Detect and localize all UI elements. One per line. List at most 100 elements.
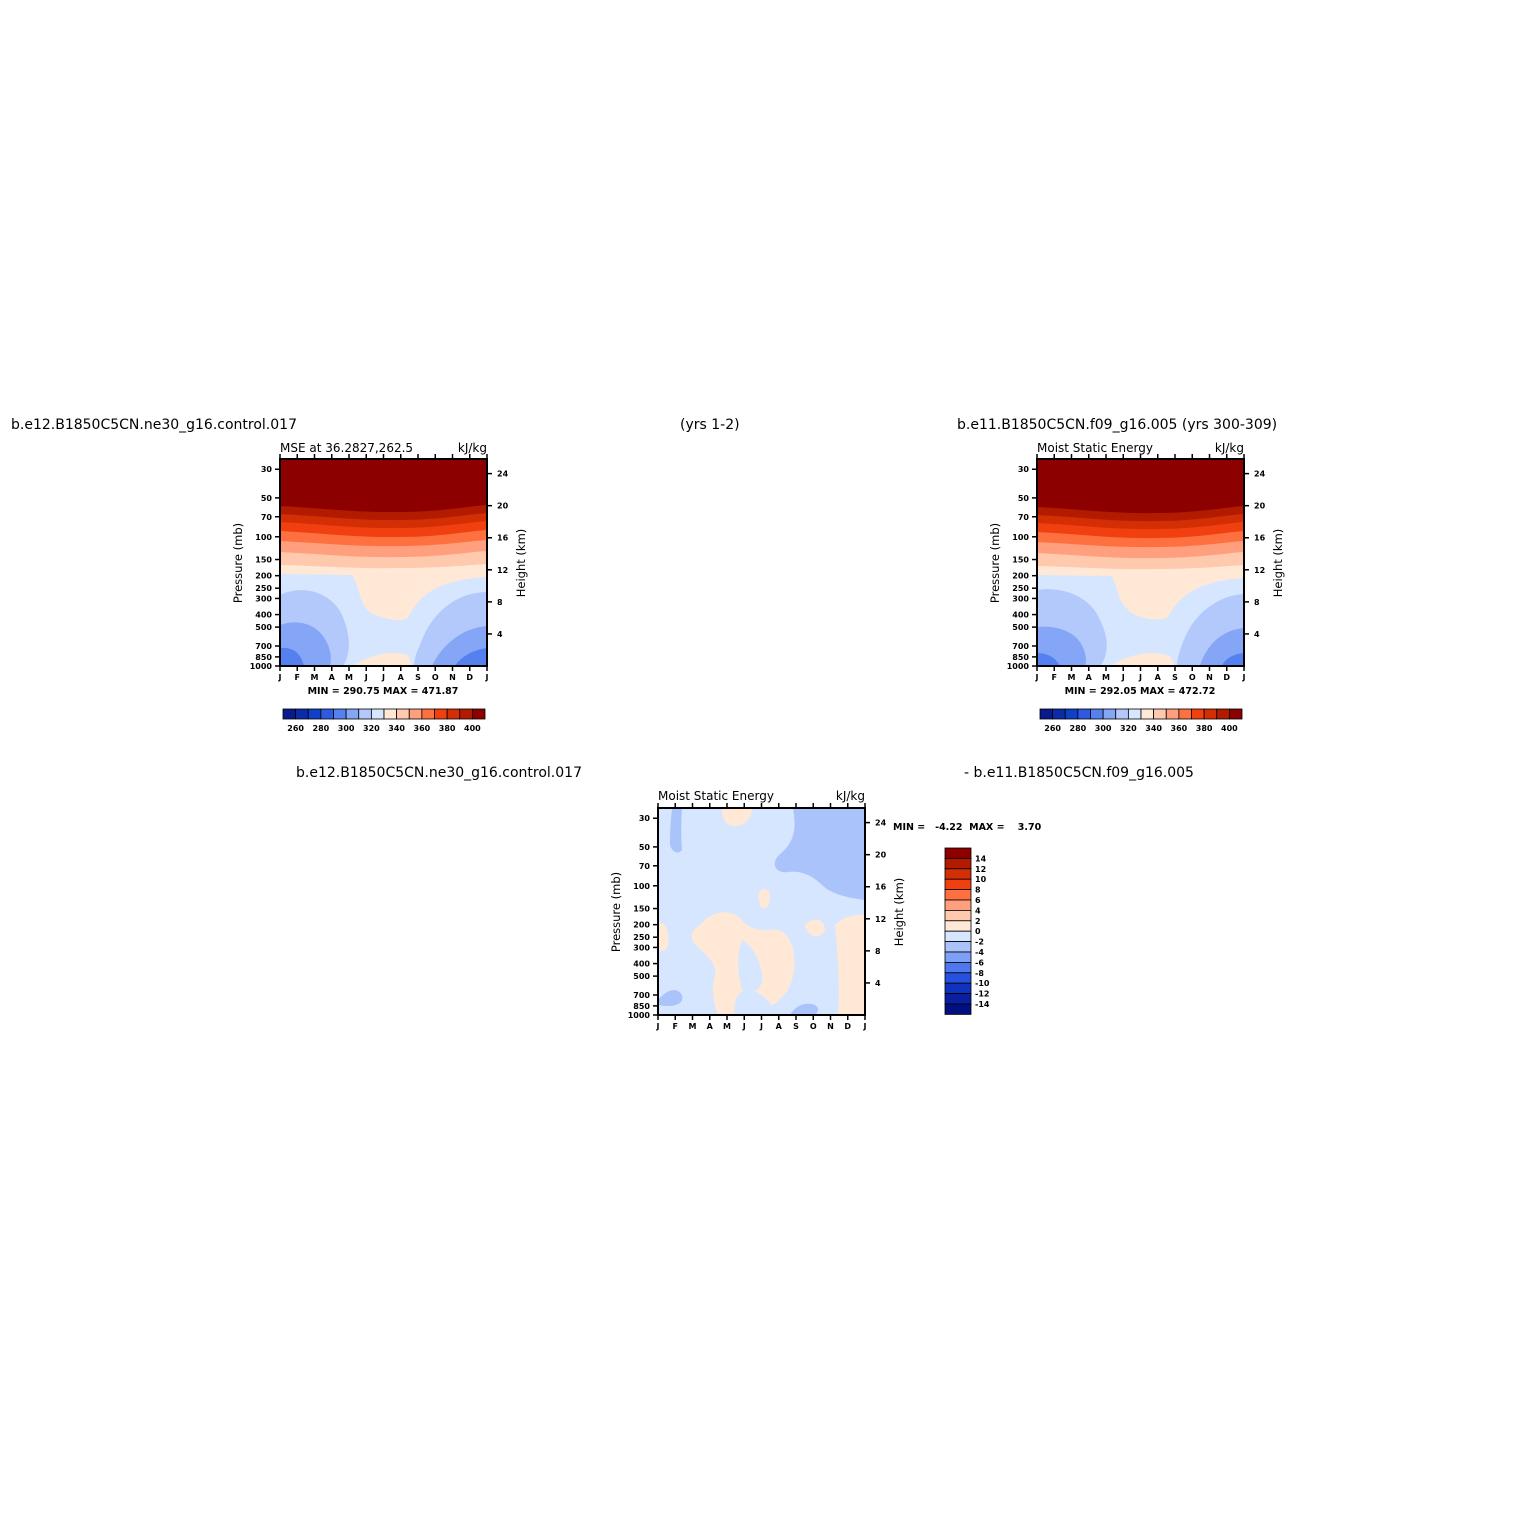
colorbar-label: -4 (975, 948, 984, 957)
colorbar-swatch (944, 910, 972, 922)
panel-2-units: kJ/kg (1215, 441, 1244, 455)
colorbar-swatch (1178, 708, 1192, 720)
colorbar-swatch (944, 951, 972, 963)
x-tick-label: A (398, 673, 405, 682)
x-tick-label: J (278, 673, 282, 682)
y-tick-label: 50 (1018, 494, 1030, 503)
x-tick-label: A (329, 673, 336, 682)
x-tick-label: J (742, 1022, 746, 1031)
colorbar-swatch (282, 708, 297, 720)
colorbar-label: -14 (975, 1000, 990, 1009)
x-tick-label: F (1052, 673, 1057, 682)
colorbar-swatch (944, 899, 972, 911)
y-tick-label: 50 (639, 843, 651, 852)
contour-band (658, 923, 669, 951)
colorbar-swatch (1115, 708, 1129, 720)
y-tick-label: 400 (255, 611, 272, 620)
panel-1-colorbar: 260 280 300 320 340 360 380 400 (282, 708, 486, 733)
panel-3-axes: J F M A M J J A S O N D J305070100150200250300400500… (628, 803, 887, 1031)
x-tick-label: M (689, 1022, 697, 1031)
contour-band (835, 914, 865, 1015)
x-tick-label: S (415, 673, 421, 682)
colorbar-swatch (345, 708, 360, 720)
colorbar-swatch (944, 962, 972, 974)
y-tick-label: 850 (1012, 653, 1029, 662)
x-tick-label: J (1121, 673, 1125, 682)
contour-band (352, 653, 412, 666)
y-tick-label: 500 (633, 972, 650, 981)
x-tick-label: F (295, 673, 300, 682)
x-tick-label: J (656, 1022, 660, 1031)
x-tick-label: J (1035, 673, 1039, 682)
x-tick-label: S (1172, 673, 1178, 682)
y-tick-label: 250 (633, 933, 650, 942)
y-tick-label: 150 (633, 905, 650, 914)
height-tick-label: 4 (1254, 630, 1260, 639)
y-tick-label: 30 (261, 465, 273, 474)
panel-1-ylabel: Pressure (mb) (231, 523, 245, 603)
colorbar-label: 280 (1070, 724, 1087, 733)
colorbar-label: 300 (1095, 724, 1112, 733)
colorbar-swatch (1140, 708, 1155, 720)
x-tick-label: O (432, 673, 439, 682)
colorbar-swatch (1216, 708, 1230, 720)
colorbar-swatch (370, 708, 385, 720)
colorbar-swatch (1153, 708, 1167, 720)
panel-2-field (1037, 459, 1244, 666)
y-tick-label: 1000 (628, 1011, 651, 1020)
colorbar-swatch (944, 847, 972, 859)
colorbar-label: -10 (975, 979, 990, 988)
colorbar-label: 360 (1171, 724, 1188, 733)
colorbar-swatch (434, 708, 448, 720)
x-tick-label: J (759, 1022, 763, 1031)
x-tick-label: F (673, 1022, 678, 1031)
panel-2-axes: J F M A M J J A S O N D J305070100150200250300400500… (1007, 454, 1266, 682)
colorbar-swatch (1228, 708, 1243, 720)
panel-2-title: Moist Static Energy (1037, 441, 1153, 455)
contour-band (722, 808, 752, 826)
colorbar-swatch (1064, 708, 1079, 720)
y-tick-label: 150 (1012, 556, 1029, 565)
colorbar-swatch (320, 708, 334, 720)
y-tick-label: 300 (1012, 594, 1029, 603)
height-tick-label: 16 (875, 883, 887, 892)
panel-1-title: MSE at 36.2827,262.5 (280, 441, 413, 455)
colorbar-swatch (408, 708, 423, 720)
colorbar-label: 300 (338, 724, 355, 733)
x-tick-label: M (311, 673, 319, 682)
x-tick-label: J (1138, 673, 1142, 682)
x-tick-label: D (1223, 673, 1230, 682)
height-tick-label: 20 (497, 502, 509, 511)
colorbar-label: 320 (363, 724, 380, 733)
colorbar-label: 340 (1145, 724, 1162, 733)
colorbar-label: 10 (975, 875, 987, 884)
colorbar-label: 0 (975, 927, 981, 936)
x-tick-label: N (449, 673, 456, 682)
colorbar-label: 340 (388, 724, 405, 733)
x-tick-label: J (485, 673, 489, 682)
x-tick-label: A (1086, 673, 1093, 682)
contour-band (774, 808, 865, 900)
panel-3-units: kJ/kg (836, 789, 865, 803)
colorbar-swatch (1077, 708, 1091, 720)
colorbar-swatch (358, 708, 372, 720)
panel-3: J F M A M J J A S O N D J305070100150200250300400500… (609, 789, 1042, 1031)
height-tick-label: 8 (1254, 598, 1260, 607)
colorbar-swatch (459, 708, 473, 720)
colorbar-swatch (471, 708, 486, 720)
y-tick-label: 30 (639, 814, 651, 823)
colorbar-swatch (446, 708, 461, 720)
y-tick-label: 850 (633, 1002, 650, 1011)
y-tick-label: 200 (1012, 572, 1029, 581)
y-tick-label: 400 (633, 960, 650, 969)
colorbar-swatch (944, 858, 972, 870)
colorbar-swatch (1090, 708, 1104, 720)
colorbar-label: -6 (975, 958, 984, 967)
y-tick-label: 300 (255, 594, 272, 603)
colorbar-swatch (1052, 708, 1066, 720)
panel-3-ylabel-right: Height (km) (892, 878, 906, 947)
panel-2-stats: MIN = 292.05 MAX = 472.72 (1065, 686, 1216, 697)
x-tick-label: M (723, 1022, 731, 1031)
